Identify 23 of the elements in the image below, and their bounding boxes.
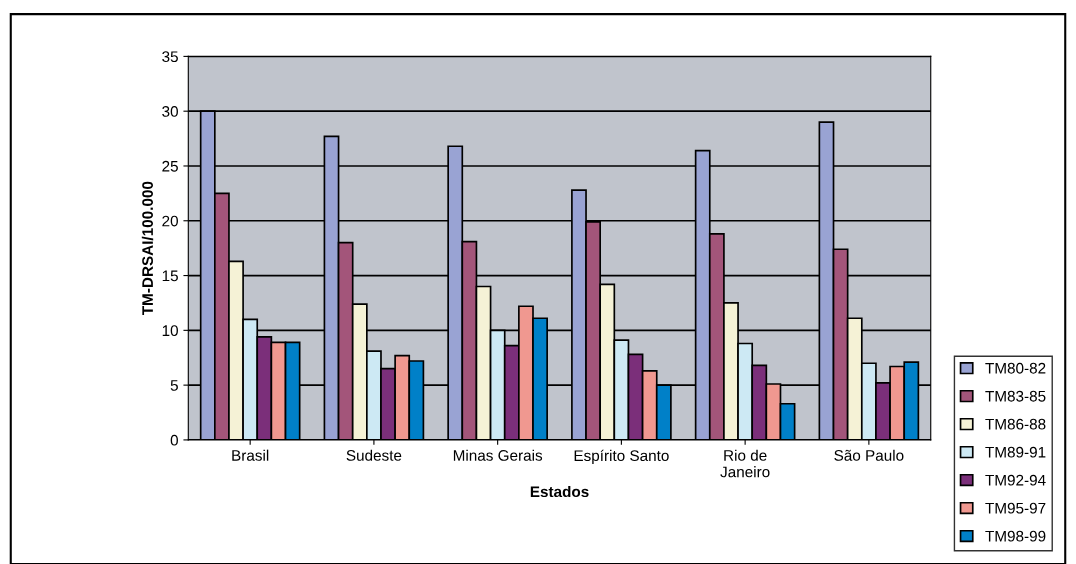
y-tick-label: 30 — [162, 106, 178, 117]
y-tick-label: 15 — [162, 270, 178, 282]
y-axis-title: TM-DRSAI/100.000 — [141, 181, 154, 316]
y-tick-label: 5 — [170, 380, 178, 391]
legend-label: TM95-97 — [985, 502, 1046, 514]
legend-label: TM89-91 — [985, 446, 1046, 458]
legend-label: TM92-94 — [985, 474, 1046, 486]
legend-label: TM83-85 — [985, 390, 1046, 402]
x-tick-label: Brasil — [232, 449, 269, 461]
x-tick-label: São Paulo — [834, 449, 904, 461]
y-tick-label: 0 — [170, 434, 178, 446]
y-tick-label: 10 — [162, 325, 178, 337]
y-tick-label: 20 — [162, 215, 178, 227]
x-tick-label: Sudeste — [346, 449, 402, 461]
y-tick-label: 25 — [162, 160, 178, 172]
x-tick-label: Minas Gerais — [453, 449, 543, 461]
x-tick-label: Rio de Janeiro — [720, 449, 770, 478]
x-tick-label: Espírito Santo — [574, 449, 669, 465]
legend-label: TM86-88 — [985, 418, 1046, 430]
y-tick-label: 35 — [162, 51, 178, 63]
legend-label: TM80-82 — [985, 362, 1046, 374]
legend-label: TM98-99 — [985, 530, 1046, 542]
x-axis-title: Estados — [530, 485, 589, 498]
